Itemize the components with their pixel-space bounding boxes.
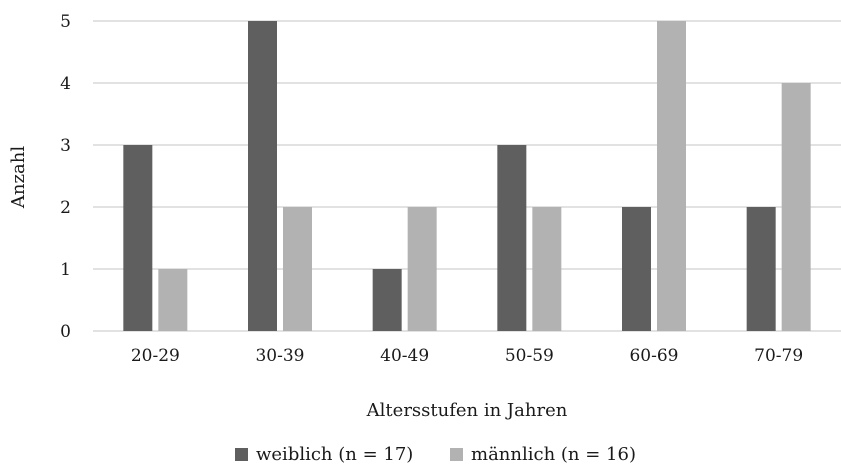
- bar-weiblich-70-79: [746, 207, 776, 331]
- gridlines: [93, 20, 841, 332]
- x-tick-label: 50-59: [505, 346, 554, 366]
- bar-weiblich-30-39: [248, 21, 277, 331]
- bar-maennlich-60-69: [657, 21, 686, 331]
- bar-maennlich-50-59: [532, 207, 562, 331]
- bar-weiblich-20-29: [123, 145, 153, 331]
- legend: weiblich (n = 17) männlich (n = 16): [235, 444, 636, 465]
- bar-weiblich-50-59: [497, 145, 527, 331]
- bar-maennlich-30-39: [283, 207, 312, 331]
- y-tick-label: 3: [60, 136, 71, 156]
- x-tick-label: 40-49: [380, 346, 429, 366]
- x-tick-label: 60-69: [629, 346, 678, 366]
- x-axis-ticks: 20-29 30-39 40-49 50-59 60-69 70-79: [131, 346, 803, 366]
- legend-swatch-maennlich: [450, 448, 463, 461]
- y-tick-label: 4: [60, 74, 71, 94]
- bar-weiblich-40-49: [372, 269, 402, 331]
- bar-maennlich-40-49: [407, 207, 437, 331]
- legend-label-maennlich: männlich (n = 16): [471, 444, 636, 465]
- y-tick-label: 2: [60, 198, 71, 218]
- bar-weiblich-60-69: [622, 207, 651, 331]
- x-tick-label: 20-29: [131, 346, 180, 366]
- y-axis-ticks: 0 1 2 3 4 5: [60, 12, 71, 342]
- bar-maennlich-20-29: [158, 269, 188, 331]
- y-tick-label: 5: [60, 12, 71, 32]
- x-tick-label: 70-79: [754, 346, 803, 366]
- bar-maennlich-70-79: [781, 83, 811, 331]
- bars: [123, 21, 811, 331]
- y-axis-title: Anzahl: [8, 146, 29, 209]
- x-tick-label: 30-39: [255, 346, 304, 366]
- x-axis-title: Altersstufen in Jahren: [366, 400, 568, 421]
- y-tick-label: 1: [60, 260, 71, 280]
- legend-label-weiblich: weiblich (n = 17): [256, 444, 413, 465]
- legend-swatch-weiblich: [235, 448, 248, 461]
- y-tick-label: 0: [60, 322, 71, 342]
